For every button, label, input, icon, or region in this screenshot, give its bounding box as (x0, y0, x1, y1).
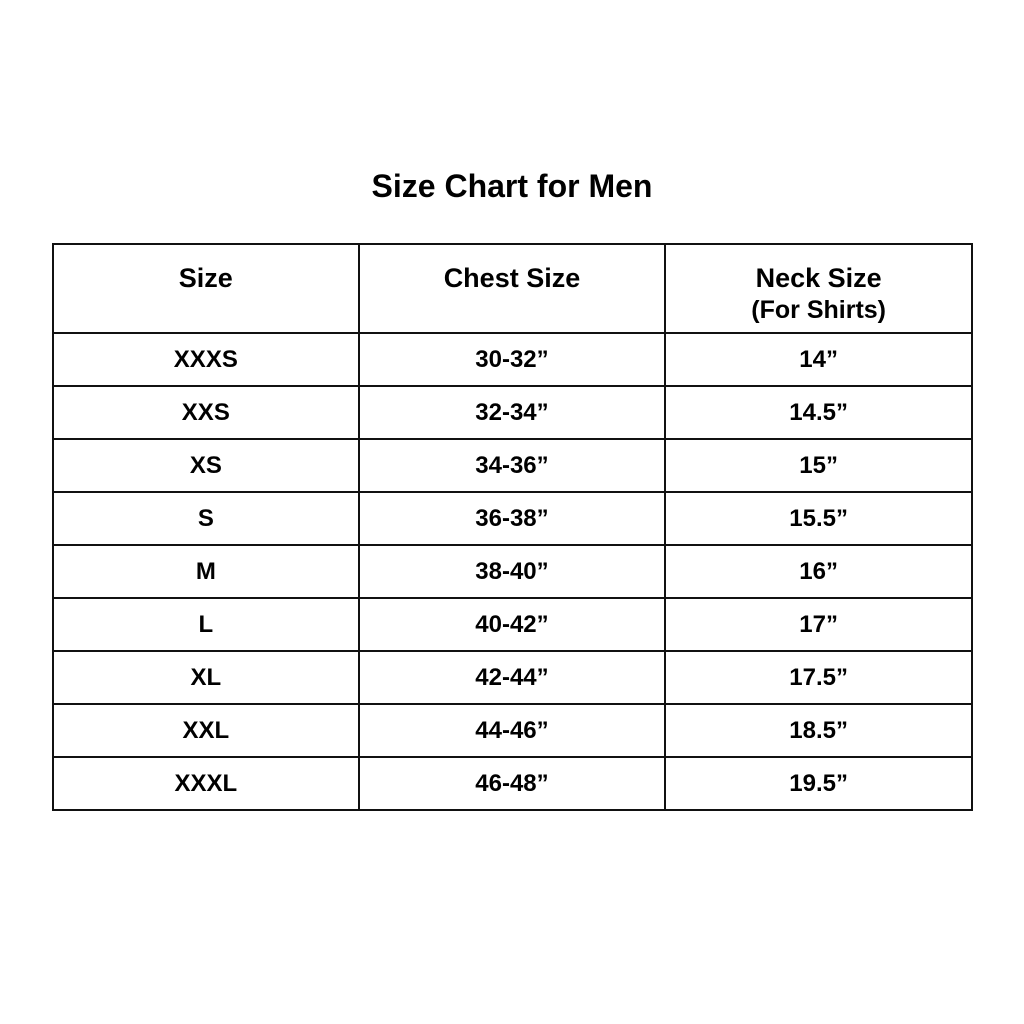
neck-cell: 19.5” (664, 756, 973, 811)
neck-cell: 16” (664, 544, 973, 599)
header-size: Size (52, 243, 360, 334)
neck-cell: 17.5” (664, 650, 973, 705)
neck-cell: 15.5” (664, 491, 973, 546)
neck-cell: 18.5” (664, 703, 973, 758)
header-label: Chest Size (443, 263, 581, 293)
size-cell: S (52, 491, 360, 546)
header-row: Size Chest Size Neck Size (For Shirts) (52, 243, 973, 334)
table-row: XXL 44-46” 18.5” (52, 703, 973, 758)
size-cell: XL (52, 650, 360, 705)
header-chest-size: Chest Size (357, 243, 667, 334)
header-neck-size: Neck Size (For Shirts) (664, 243, 973, 334)
header-label: Neck Size (755, 263, 882, 293)
chest-cell: 38-40” (357, 544, 667, 599)
header-sublabel: (For Shirts) (751, 296, 886, 324)
header-label: Size (178, 263, 233, 293)
table-row: XL 42-44” 17.5” (52, 650, 973, 705)
table-row: XXS 32-34” 14.5” (52, 385, 973, 440)
chest-cell: 34-36” (357, 438, 667, 493)
table-row: XS 34-36” 15” (52, 438, 973, 493)
neck-cell: 15” (664, 438, 973, 493)
table-row: XXXL 46-48” 19.5” (52, 756, 973, 811)
chest-cell: 32-34” (357, 385, 667, 440)
neck-cell: 17” (664, 597, 973, 652)
size-cell: XXL (52, 703, 360, 758)
size-cell: XXXS (52, 332, 360, 387)
chest-cell: 42-44” (357, 650, 667, 705)
chest-cell: 46-48” (357, 756, 667, 811)
chest-cell: 40-42” (357, 597, 667, 652)
page-title: Size Chart for Men (371, 168, 653, 204)
neck-cell: 14.5” (664, 385, 973, 440)
table-row: XXXS 30-32” 14” (52, 332, 973, 387)
size-chart-table: Size Chest Size Neck Size (For Shirts) XX… (52, 243, 973, 811)
table-row: L 40-42” 17” (52, 597, 973, 652)
table-row: S 36-38” 15.5” (52, 491, 973, 546)
table-row: M 38-40” 16” (52, 544, 973, 599)
neck-cell: 14” (664, 332, 973, 387)
size-cell: XS (52, 438, 360, 493)
size-cell: L (52, 597, 360, 652)
size-cell: M (52, 544, 360, 599)
chest-cell: 44-46” (357, 703, 667, 758)
size-cell: XXXL (52, 756, 360, 811)
chest-cell: 36-38” (357, 491, 667, 546)
chest-cell: 30-32” (357, 332, 667, 387)
size-cell: XXS (52, 385, 360, 440)
